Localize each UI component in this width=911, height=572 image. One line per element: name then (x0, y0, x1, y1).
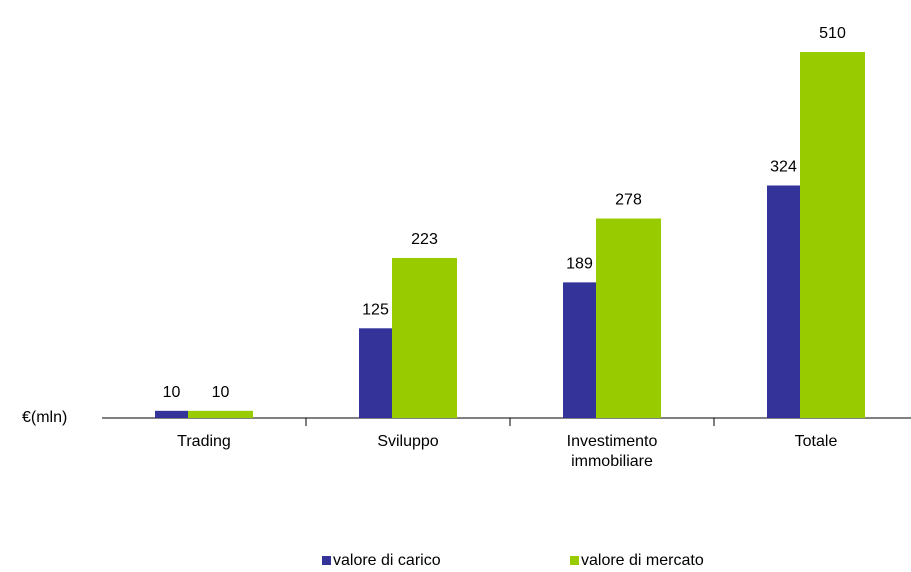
value-label: 125 (362, 302, 389, 319)
x-tick-label: Sviluppo (377, 433, 439, 450)
legend-label: valore di carico (333, 552, 441, 569)
value-label: 278 (615, 192, 642, 209)
bar (767, 185, 800, 418)
bar (596, 218, 661, 418)
value-label: 223 (411, 231, 438, 248)
bar (563, 282, 596, 418)
value-label: 510 (819, 25, 846, 42)
legend-label: valore di mercato (581, 552, 704, 569)
value-label: 10 (212, 384, 230, 401)
x-tick-label: Investimento immobiliare (566, 433, 658, 470)
bar (188, 410, 253, 418)
legend-swatch (322, 556, 331, 565)
x-tick-label: Totale (794, 433, 838, 450)
x-tick-label: Trading (177, 433, 231, 450)
value-label: 324 (770, 159, 797, 176)
bar (155, 410, 188, 418)
bar (359, 328, 392, 418)
unit-label: €(mln) (22, 409, 67, 426)
bar (392, 257, 457, 418)
value-label: 10 (163, 384, 181, 401)
legend-swatch (570, 556, 579, 565)
value-label: 189 (566, 256, 593, 273)
bar (800, 52, 865, 419)
